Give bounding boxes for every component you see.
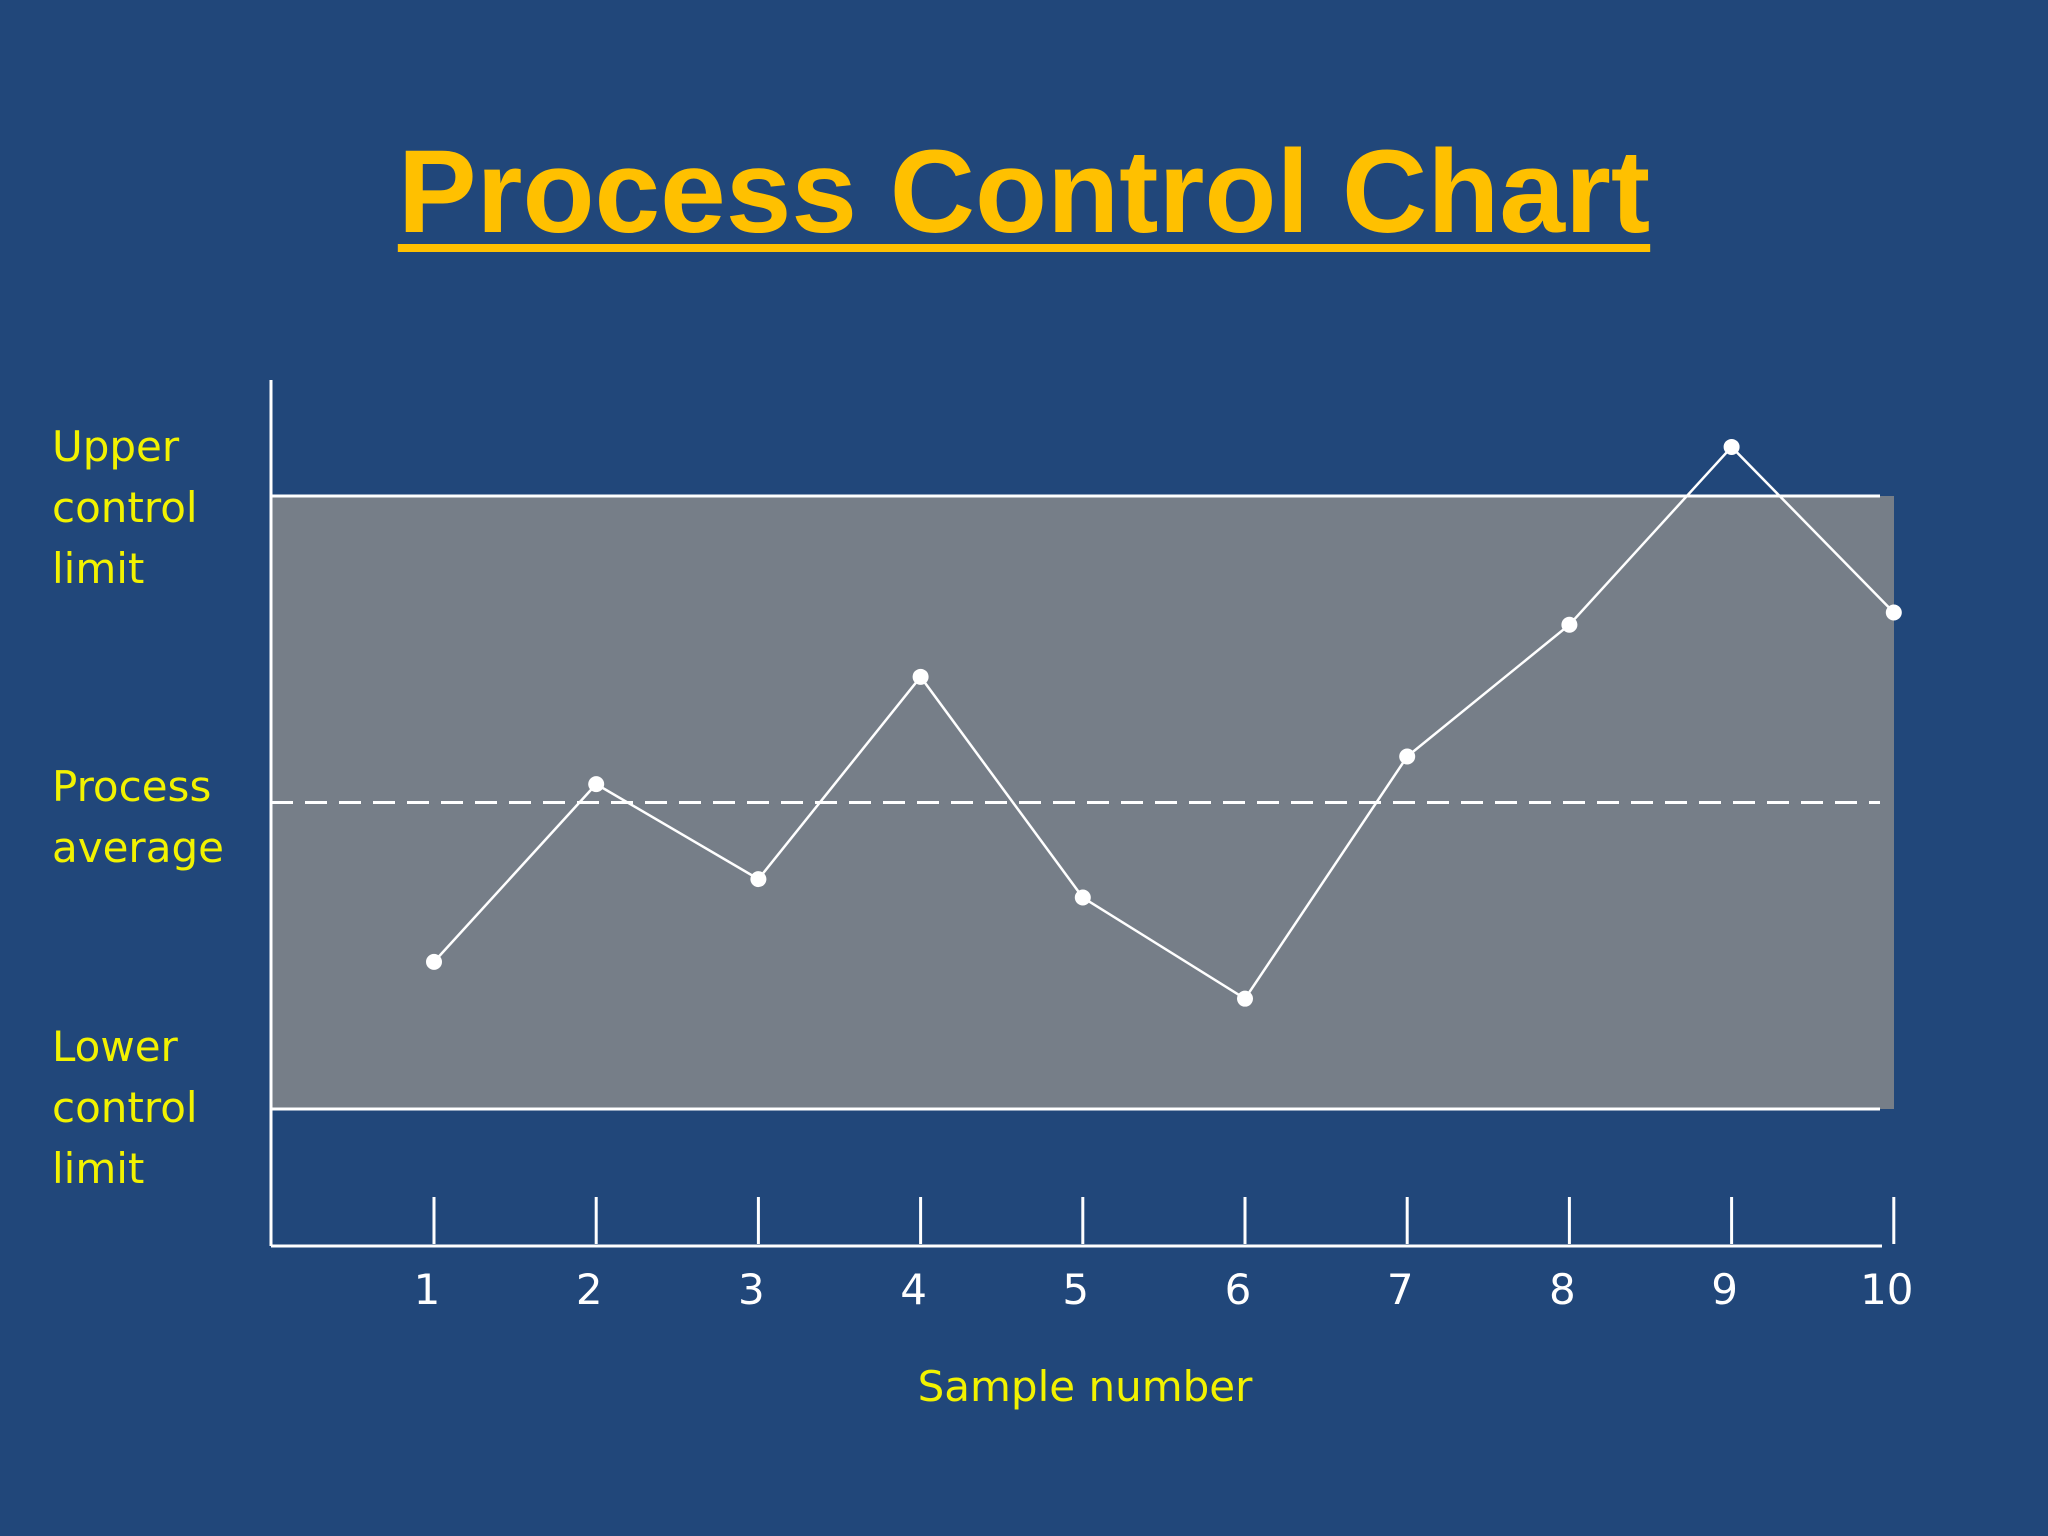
data-point <box>1885 604 1902 621</box>
process-average-label: Process average <box>52 762 224 872</box>
data-point <box>1561 616 1578 633</box>
x-tick-label: 3 <box>738 1265 765 1314</box>
chart-title: Process Control Chart <box>397 126 1651 258</box>
data-point <box>1074 889 1091 906</box>
x-tick-label: 2 <box>576 1265 603 1314</box>
x-tick-label: 5 <box>1062 1265 1089 1314</box>
x-axis-label: Sample number <box>917 1362 1253 1411</box>
x-tick-label: 6 <box>1225 1265 1252 1314</box>
data-series-line <box>433 445 1895 1001</box>
x-tick-label: 9 <box>1711 1265 1738 1314</box>
data-point <box>588 776 605 793</box>
x-tick-label: 4 <box>900 1265 927 1314</box>
upper-control-limit-label: Upper control limit <box>52 422 198 593</box>
data-point <box>1399 748 1416 765</box>
x-tick-label: 7 <box>1387 1265 1414 1314</box>
data-point <box>426 953 442 970</box>
lower-control-limit-label: Lower control limit <box>52 1022 198 1193</box>
data-point <box>1723 438 1740 455</box>
x-tick-label: 8 <box>1549 1265 1576 1314</box>
x-tick-label: 10 <box>1860 1265 1913 1314</box>
data-point <box>1237 990 1253 1007</box>
data-point <box>912 668 929 685</box>
control-band <box>271 496 1894 1109</box>
x-tick-label: 1 <box>414 1265 441 1314</box>
data-point <box>750 871 767 888</box>
